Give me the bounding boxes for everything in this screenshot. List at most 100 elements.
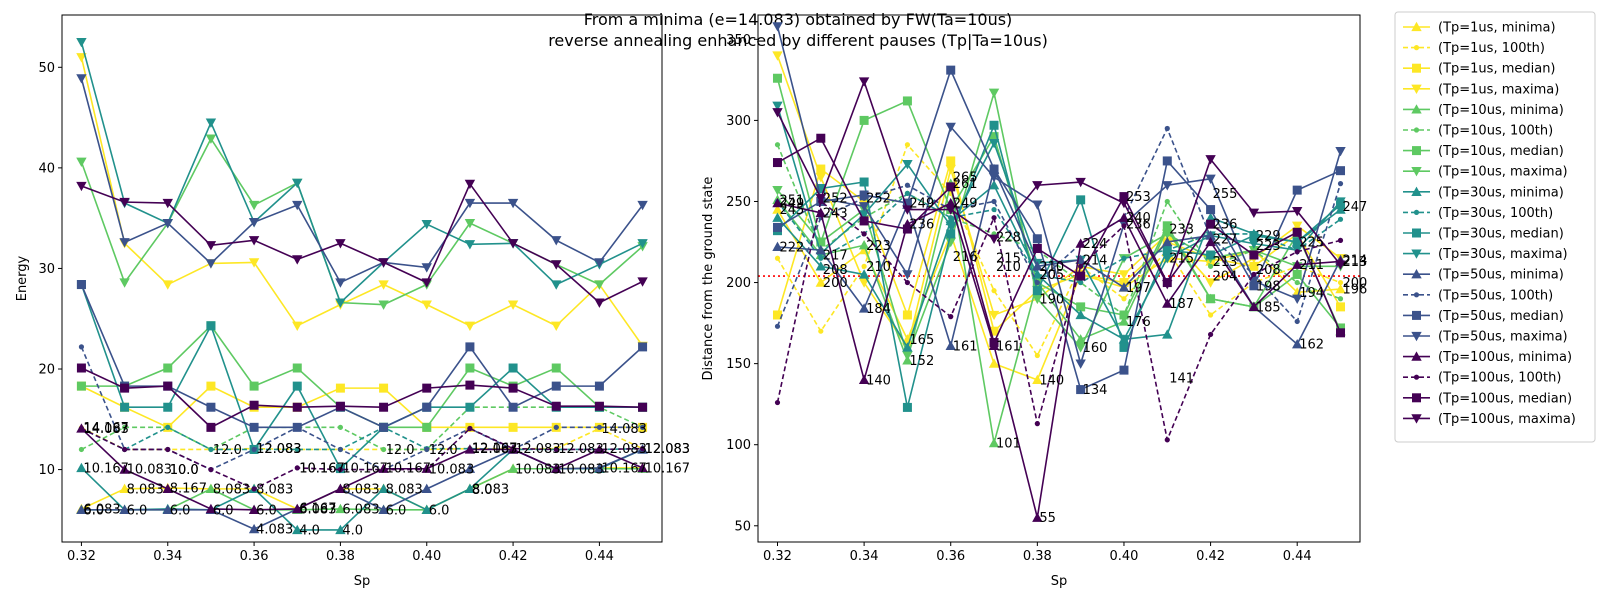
legend-entry: (Tp=50us, minima) xyxy=(1403,268,1564,283)
legend-marker xyxy=(1412,146,1421,156)
data-point xyxy=(162,483,173,494)
data-label: 12.083 xyxy=(472,442,518,457)
data-point xyxy=(551,321,562,331)
data-label: 8.083 xyxy=(472,482,509,497)
data-point xyxy=(989,164,999,174)
series-line xyxy=(80,41,643,305)
data-point xyxy=(1119,342,1129,352)
x-tick-label: 0.42 xyxy=(499,549,528,564)
data-label: 215 xyxy=(996,252,1021,267)
data-point xyxy=(1121,223,1127,229)
data-point xyxy=(251,486,257,492)
legend-entry: (Tp=50us, 100th) xyxy=(1403,288,1553,303)
data-label: 6.083 xyxy=(83,502,120,517)
x-tick-label: 0.42 xyxy=(1196,549,1225,564)
data-label: 14.083 xyxy=(83,422,129,437)
data-point xyxy=(1075,177,1086,188)
series-line xyxy=(776,183,1341,350)
data-label: 12.083 xyxy=(601,442,647,457)
data-label: 236 xyxy=(909,218,934,233)
data-point xyxy=(464,198,476,209)
data-label: 161 xyxy=(996,339,1021,354)
x-tick-label: 0.40 xyxy=(412,549,441,564)
data-point xyxy=(988,88,1000,99)
data-point xyxy=(594,381,604,391)
data-point xyxy=(163,381,173,391)
data-point xyxy=(551,236,562,246)
data-label: 184 xyxy=(866,302,891,317)
data-point xyxy=(335,383,345,393)
data-point xyxy=(1032,286,1042,296)
legend-label: (Tp=100us, 100th) xyxy=(1438,371,1561,386)
legend-marker xyxy=(1413,127,1420,133)
data-point xyxy=(507,198,519,209)
data-point xyxy=(76,462,87,473)
data-point xyxy=(902,402,912,412)
data-point xyxy=(292,200,303,211)
data-point xyxy=(421,300,432,310)
data-label: 213 xyxy=(1343,255,1368,270)
y-tick-label: 10 xyxy=(38,463,55,478)
data-point xyxy=(205,118,217,128)
data-label: 8.083 xyxy=(342,482,379,497)
legend-label: (Tp=1us, minima) xyxy=(1438,21,1556,36)
y-axis-label: Energy xyxy=(15,255,30,301)
legend-marker xyxy=(1411,167,1422,177)
data-point xyxy=(989,132,999,142)
data-point xyxy=(902,96,912,106)
series-line xyxy=(776,26,1342,367)
legend-entry: (Tp=100us, 100th) xyxy=(1403,371,1561,386)
legend-entry: (Tp=30us, maxima) xyxy=(1403,247,1568,262)
data-point xyxy=(988,138,1000,149)
data-point xyxy=(945,221,956,231)
data-point xyxy=(772,51,783,61)
legend-label: (Tp=30us, median) xyxy=(1438,227,1564,242)
data-point xyxy=(507,300,519,310)
data-point xyxy=(335,401,345,411)
data-point xyxy=(335,239,346,249)
legend-marker xyxy=(1412,393,1421,403)
data-point xyxy=(815,194,826,204)
data-label: 214 xyxy=(1083,253,1108,268)
x-axis-label: Sp xyxy=(1051,574,1068,589)
data-point xyxy=(1162,221,1172,231)
data-point xyxy=(945,237,956,248)
data-label: 187 xyxy=(1169,297,1194,312)
data-point xyxy=(1034,352,1040,359)
data-point xyxy=(162,198,173,209)
data-point xyxy=(861,231,867,237)
data-label: 152 xyxy=(909,354,934,369)
data-point xyxy=(772,197,783,208)
data-point xyxy=(859,216,869,226)
data-label: 253 xyxy=(1126,190,1151,205)
data-point xyxy=(78,446,85,453)
data-point xyxy=(119,504,130,514)
data-point xyxy=(464,179,476,190)
series-line xyxy=(80,284,644,429)
data-point xyxy=(1118,212,1130,222)
data-point xyxy=(594,298,605,308)
data-point xyxy=(248,523,260,534)
data-label: 6.0 xyxy=(386,503,407,518)
data-point xyxy=(551,280,562,290)
data-point xyxy=(1162,156,1172,166)
data-point xyxy=(902,160,913,170)
data-label: 10.083 xyxy=(515,462,561,477)
data-label: 8.083 xyxy=(256,482,293,497)
legend-entry: (Tp=100us, median) xyxy=(1403,391,1572,406)
data-point xyxy=(1336,166,1346,176)
data-point xyxy=(251,446,257,453)
data-label: 8.167 xyxy=(170,482,207,497)
legend-entry: (Tp=1us, median) xyxy=(1403,62,1556,77)
data-point xyxy=(902,342,913,352)
data-point xyxy=(948,314,954,320)
data-point xyxy=(1164,198,1170,205)
data-point xyxy=(1337,237,1344,243)
data-point xyxy=(1119,310,1129,320)
data-label: 204 xyxy=(1213,270,1238,285)
data-label: 12.083 xyxy=(645,442,691,457)
data-point xyxy=(1205,174,1216,184)
data-point xyxy=(596,424,603,430)
data-point xyxy=(1292,259,1303,269)
legend-marker xyxy=(1411,414,1422,424)
